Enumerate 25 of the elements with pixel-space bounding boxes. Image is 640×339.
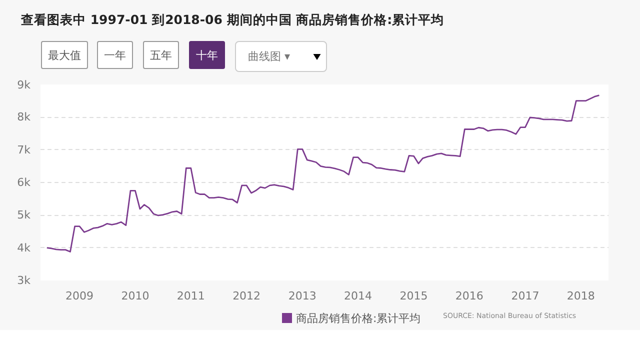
x-tick-label: 2015 (400, 290, 428, 302)
text: 一年 (97, 41, 133, 69)
y-tick-label: 8k (17, 110, 32, 124)
text: 最大值 (41, 41, 88, 69)
line-series (46, 94, 600, 252)
x-tick-label: 2011 (176, 290, 205, 302)
x-tick-label: 2009 (66, 290, 94, 302)
x-tick-label: 2010 (121, 290, 150, 302)
x-tick-label: 2017 (511, 290, 540, 302)
y-tick-label: 6k (17, 176, 32, 189)
x-tick-label: 2016 (455, 290, 484, 302)
x-tick-label: 2013 (288, 290, 316, 302)
y-tick-label: 5k (17, 208, 32, 222)
chart-title: 查看图表中 1997-01 到2018-06 期间的中国 商品房销售价格:累计平均 (21, 11, 444, 29)
legend-label: 商品房销售价格:累计平均 (296, 312, 421, 325)
y-tick-label: 3k (17, 274, 32, 287)
x-tick-label: 2012 (232, 290, 261, 302)
x-tick-label: 2018 (566, 290, 595, 302)
text: 曲线图 ▾ (235, 41, 327, 72)
text: 五年 (143, 41, 179, 69)
y-tick-label: 7k (17, 143, 32, 156)
y-tick-label: 9k (17, 78, 32, 92)
y-tick-label: 4k (17, 241, 32, 254)
x-tick-label: 2014 (344, 290, 372, 302)
text: 十年 (189, 41, 225, 69)
